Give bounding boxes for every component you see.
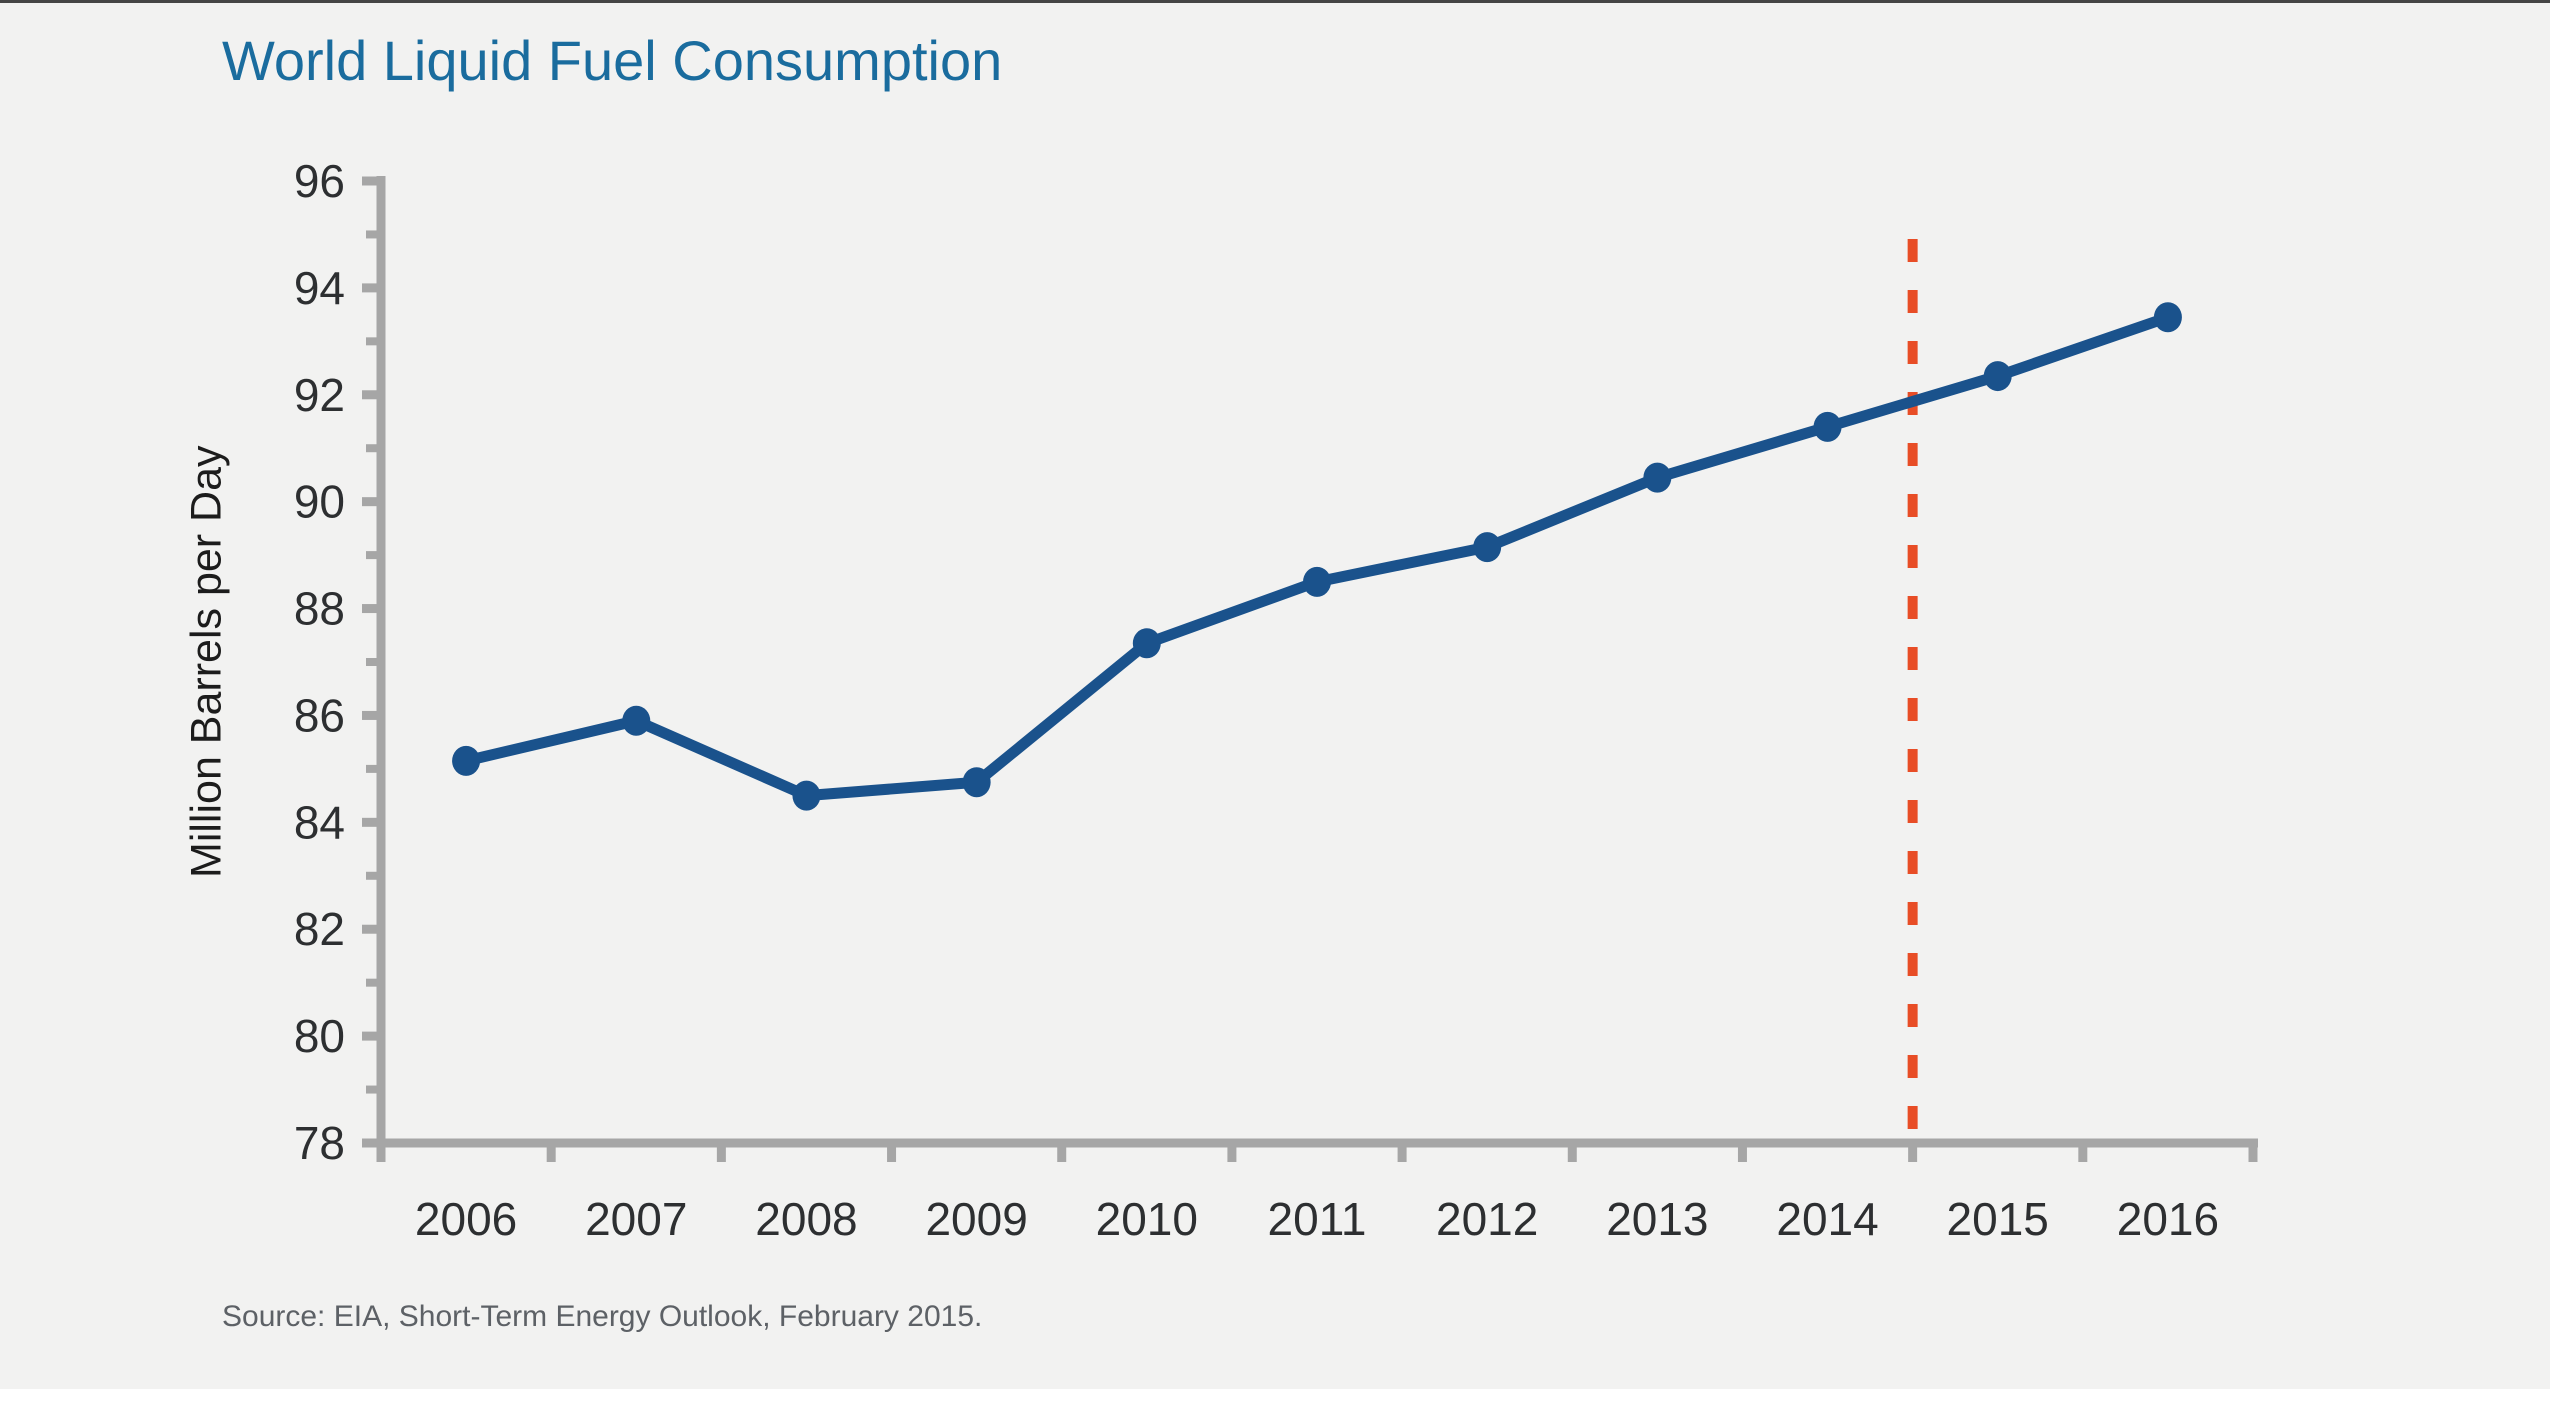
data-point-2013	[1643, 462, 1672, 493]
data-point-2012	[1473, 532, 1502, 563]
chart-title: World Liquid Fuel Consumption	[222, 29, 1003, 92]
data-point-2009	[962, 767, 991, 798]
y-tick-label-94: 94	[294, 262, 345, 314]
data-point-2014	[1813, 411, 1842, 442]
bottom-bar	[0, 1389, 2550, 1404]
data-point-2006	[452, 745, 481, 776]
data-point-2008	[792, 780, 821, 811]
y-tick-label-86: 86	[294, 689, 345, 741]
data-point-2015	[1983, 361, 2012, 392]
y-tick-label-90: 90	[294, 476, 345, 528]
x-tick-label-2015: 2015	[1947, 1193, 2049, 1245]
y-tick-label-82: 82	[294, 903, 345, 955]
x-tick-label-2010: 2010	[1096, 1193, 1198, 1245]
x-tick-label-2007: 2007	[585, 1193, 687, 1245]
x-tick-label-2008: 2008	[755, 1193, 857, 1245]
data-point-2016	[2153, 302, 2182, 333]
y-tick-label-96: 96	[294, 155, 345, 207]
y-tick-label-84: 84	[294, 796, 345, 848]
x-tick-label-2012: 2012	[1436, 1193, 1538, 1245]
y-tick-label-80: 80	[294, 1010, 345, 1062]
x-tick-label-2011: 2011	[1268, 1193, 1367, 1245]
x-tick-label-2014: 2014	[1776, 1193, 1878, 1245]
y-tick-label-88: 88	[294, 583, 345, 635]
top-border	[0, 0, 2550, 3]
x-tick-label-2009: 2009	[925, 1193, 1027, 1245]
x-tick-label-2006: 2006	[415, 1193, 517, 1245]
source-note: Source: EIA, Short-Term Energy Outlook, …	[222, 1300, 983, 1333]
x-tick-label-2013: 2013	[1606, 1193, 1708, 1245]
y-tick-label-92: 92	[294, 369, 345, 421]
data-point-2011	[1303, 566, 1331, 597]
data-point-2010	[1132, 628, 1161, 659]
data-point-2007	[622, 705, 651, 736]
x-tick-label-2016: 2016	[2117, 1193, 2219, 1245]
y-tick-label-78: 78	[294, 1117, 345, 1169]
